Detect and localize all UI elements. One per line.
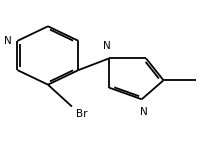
Text: N: N [4,36,12,46]
Text: N: N [140,107,148,117]
Text: Br: Br [76,109,88,119]
Text: N: N [103,41,111,51]
